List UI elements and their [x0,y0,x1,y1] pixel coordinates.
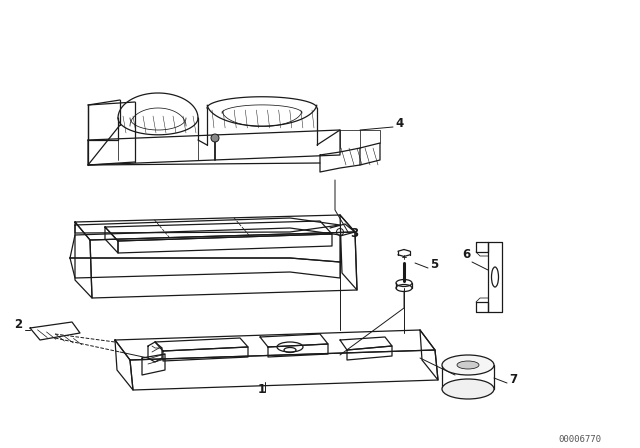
Text: 4: 4 [395,117,403,130]
Text: 1: 1 [258,383,266,396]
Text: 7: 7 [509,373,517,386]
Text: 3: 3 [350,227,358,240]
Ellipse shape [442,355,494,375]
Text: 6: 6 [462,248,470,261]
Text: 00006770: 00006770 [559,435,602,444]
Ellipse shape [442,379,494,399]
Text: 2: 2 [14,318,22,331]
Ellipse shape [457,361,479,369]
Circle shape [211,134,219,142]
Text: 5: 5 [430,258,438,271]
